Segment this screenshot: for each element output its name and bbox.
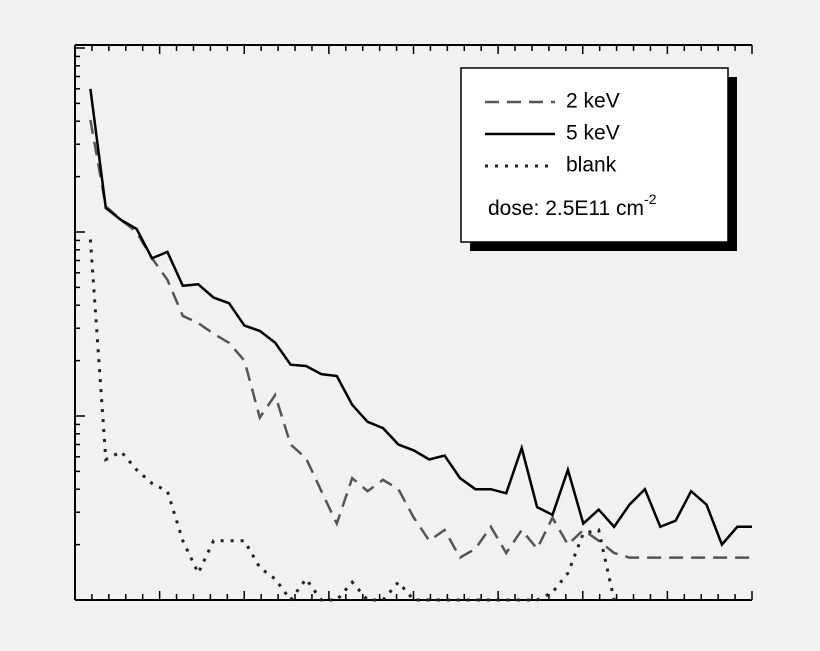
series-line bbox=[88, 239, 616, 603]
legend-box bbox=[460, 67, 729, 243]
annotation: dose: 2.5E11 cm-2 bbox=[488, 191, 657, 220]
legend: 2 keV 5 keV blank bbox=[485, 90, 620, 177]
annotation-superscript: -2 bbox=[644, 191, 657, 207]
plot-area bbox=[74, 44, 753, 603]
legend-label: 5 keV bbox=[566, 122, 620, 145]
legend-label: blank bbox=[566, 154, 617, 177]
annotation-text: dose: 2.5E11 cm bbox=[488, 197, 644, 220]
series-line bbox=[89, 119, 752, 560]
legend-label: 2 keV bbox=[566, 90, 620, 113]
series-line bbox=[89, 88, 752, 547]
